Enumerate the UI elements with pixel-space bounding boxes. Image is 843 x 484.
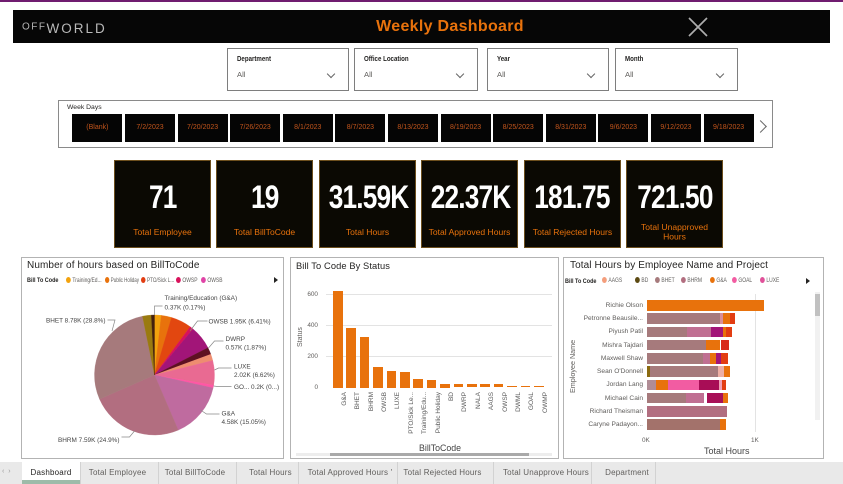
svg-text:BHET 8.78K (28.8%): BHET 8.78K (28.8%)	[45, 318, 105, 325]
svg-text:2.02K (6.62%): 2.02K (6.62%)	[234, 372, 275, 379]
svg-text:Training/Education (G&A): Training/Education (G&A)	[164, 295, 237, 302]
svg-text:4.58K (15.05%): 4.58K (15.05%)	[221, 419, 265, 426]
svg-text:0.37K (0.17%): 0.37K (0.17%)	[164, 305, 205, 312]
svg-text:LUXE: LUXE	[234, 363, 251, 370]
svg-text:0.57K (1.87%): 0.57K (1.87%)	[225, 345, 266, 352]
svg-text:OWSB 1.95K (6.41%): OWSB 1.95K (6.41%)	[208, 319, 270, 326]
svg-text:BHRM 7.59K (24.9%): BHRM 7.59K (24.9%)	[58, 437, 119, 444]
svg-text:DWRP: DWRP	[225, 336, 245, 343]
svg-text:GO... 0.2K (0...): GO... 0.2K (0...)	[234, 384, 279, 391]
svg-text:G&A: G&A	[221, 410, 235, 417]
